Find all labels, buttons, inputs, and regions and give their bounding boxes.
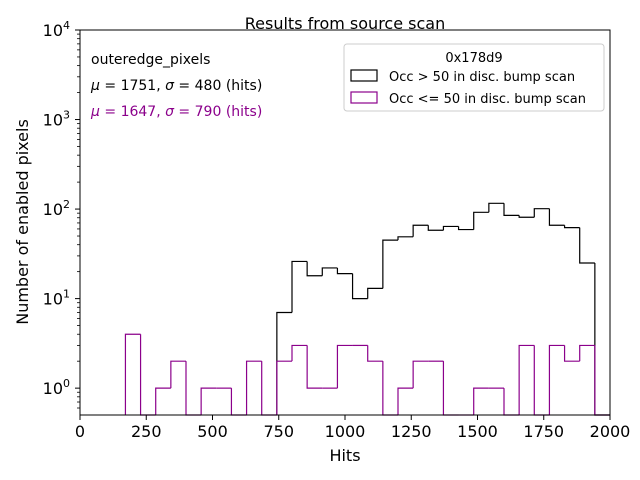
legend-swatch-series-2 (350, 91, 378, 104)
series-2-bin-5 (200, 387, 217, 415)
series-2-bin-8 (245, 360, 262, 415)
series-1-bin-3 (321, 267, 338, 276)
y-tick-label: 101 (43, 288, 70, 309)
series-1-bin-14 (488, 202, 504, 213)
x-tick-label: 750 (263, 422, 294, 441)
x-tick-label: 500 (197, 422, 228, 441)
series-1-bin-9 (412, 224, 429, 237)
series-1-bin-20 (579, 227, 595, 264)
series-1-bin-6 (367, 287, 383, 299)
series-2-bin-26 (518, 344, 535, 415)
series-2-bin-14 (336, 344, 353, 389)
y-axis-ticks: 100 101 102 103 104 (43, 19, 80, 409)
series-1-bin-16 (518, 215, 535, 218)
legend-box (343, 43, 605, 112)
series-1-bin-17 (533, 208, 550, 218)
annotation-stats-series-2: μ = 1647, σ = 790 (hits) (90, 104, 262, 120)
x-tick-label: 1250 (391, 422, 432, 441)
series-2-bin-12 (306, 345, 323, 389)
series-1-bin-19 (563, 225, 580, 229)
legend: 0x178d9 Occ > 50 in disc. bump scan Occ … (343, 43, 605, 112)
series-2-bin-10 (276, 360, 292, 415)
series-2 (124, 333, 610, 416)
y-tick-label: 103 (43, 109, 70, 130)
y-tick-label: 102 (43, 198, 70, 219)
legend-label-series-1: Occ > 50 in disc. bump scan (389, 70, 575, 85)
series-2-bin-19 (412, 360, 429, 389)
y-tick-label: 100 (43, 377, 70, 398)
annotation-label: outeredge_pixels (91, 52, 210, 68)
chart-title: Results from source scan (245, 14, 445, 33)
x-axis-ticks: 0 250 500 750 1000 1250 1500 1750 2000 (75, 415, 630, 441)
series-2-bin-28 (548, 344, 565, 415)
series-1-bin-12 (457, 226, 474, 231)
series-1-bin-4 (336, 267, 353, 275)
series-2-bin-3 (170, 360, 186, 389)
series-1-bin-13 (473, 211, 489, 230)
series-2-bin-0 (124, 333, 141, 415)
y-axis-label: Number of enabled pixels (13, 119, 32, 325)
series-2-bin-18 (397, 387, 414, 415)
series-2-bin-2 (155, 387, 171, 415)
x-axis-label: Hits (329, 446, 360, 465)
series-1-bin-7 (382, 239, 398, 289)
series-1-bin-11 (442, 225, 459, 231)
series-1-bin-2 (306, 261, 323, 277)
x-tick-label: 2000 (590, 422, 631, 441)
series-2-bin-11 (291, 344, 308, 362)
series-1-bin-18 (548, 208, 565, 226)
y-tick-label: 104 (43, 19, 70, 40)
series-2-bin-30 (579, 344, 595, 362)
x-tick-label: 250 (131, 422, 162, 441)
series-2-bin-29 (563, 345, 580, 362)
x-tick-label: 0 (75, 422, 85, 441)
x-tick-label: 1500 (457, 422, 498, 441)
series-2-bin-16 (367, 345, 383, 362)
series-1-bin-1 (291, 260, 308, 313)
series-1-bin-10 (427, 225, 444, 231)
legend-swatch-series-1 (350, 69, 378, 82)
legend-title: 0x178d9 (445, 51, 502, 66)
annotation-stats-series-1: μ = 1751, σ = 480 (hits) (90, 78, 262, 94)
series-1-bin-15 (503, 203, 520, 216)
series-1-bin-5 (351, 273, 368, 300)
x-tick-label: 1000 (325, 422, 366, 441)
series-1-bin-8 (397, 236, 414, 241)
legend-label-series-2: Occ <= 50 in disc. bump scan (389, 92, 586, 107)
series-2-bin-23 (473, 387, 489, 415)
x-tick-label: 1750 (523, 422, 564, 441)
